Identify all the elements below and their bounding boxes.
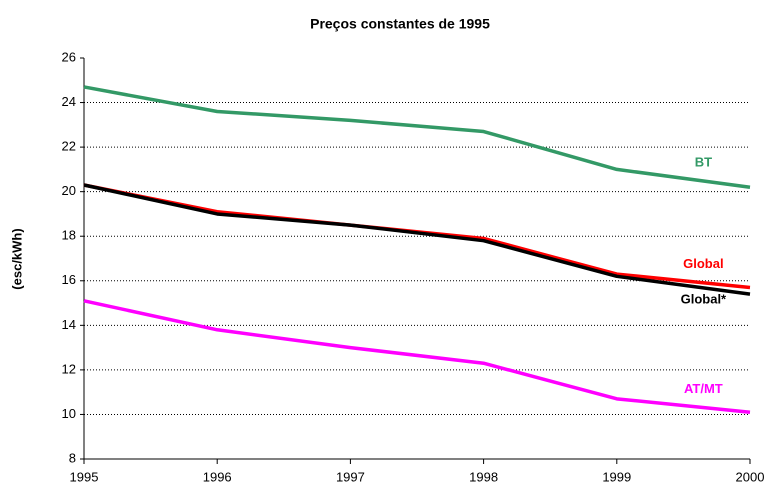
series-label: BT bbox=[695, 154, 712, 169]
y-tick-label: 26 bbox=[62, 49, 76, 64]
x-tick-label: 2000 bbox=[736, 469, 765, 484]
y-tick-label: 20 bbox=[62, 183, 76, 198]
y-tick-label: 12 bbox=[62, 361, 76, 376]
y-tick-label: 8 bbox=[69, 450, 76, 465]
x-tick-label: 1997 bbox=[336, 469, 365, 484]
y-tick-label: 10 bbox=[62, 406, 76, 421]
series-label: AT/MT bbox=[684, 381, 723, 396]
x-tick-label: 1998 bbox=[469, 469, 498, 484]
series-label: Global bbox=[683, 256, 723, 271]
y-axis-label: (esc/kWh) bbox=[9, 228, 24, 289]
series-line bbox=[83, 85, 751, 189]
x-tick-label: 1995 bbox=[70, 469, 99, 484]
y-tick-label: 24 bbox=[62, 94, 76, 109]
x-tick-label: 1996 bbox=[203, 469, 232, 484]
y-tick-label: 22 bbox=[62, 139, 76, 154]
x-tick-label: 1999 bbox=[602, 469, 631, 484]
y-tick-label: 18 bbox=[62, 228, 76, 243]
series-line bbox=[83, 299, 751, 414]
series-label: Global* bbox=[681, 291, 727, 306]
chart-title: Preços constantes de 1995 bbox=[310, 16, 490, 32]
series-line bbox=[83, 183, 751, 296]
y-tick-label: 16 bbox=[62, 272, 76, 287]
y-tick-label: 14 bbox=[62, 317, 76, 332]
